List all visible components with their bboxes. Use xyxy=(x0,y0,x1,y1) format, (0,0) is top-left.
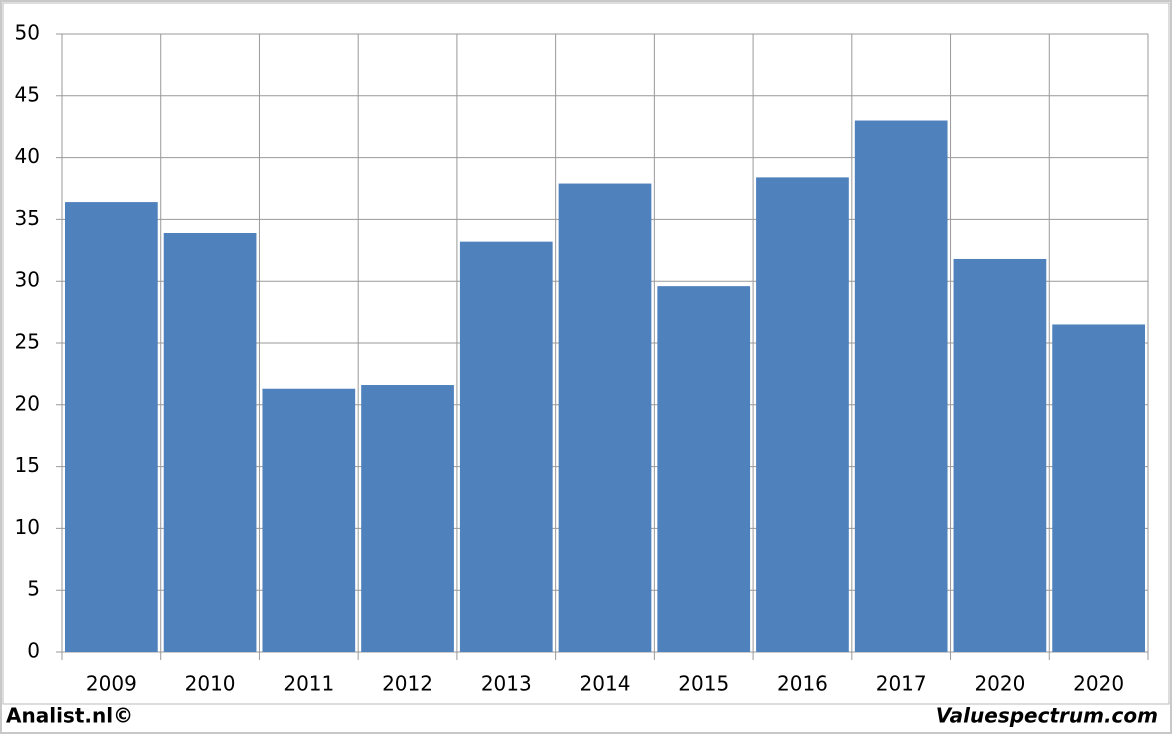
y-tick-label: 10 xyxy=(15,515,40,539)
y-tick-label: 30 xyxy=(15,268,40,292)
bar xyxy=(459,241,553,652)
bar xyxy=(558,183,652,652)
bar xyxy=(756,177,849,652)
x-tick-label: 2015 xyxy=(678,672,729,696)
x-tick-label: 2014 xyxy=(580,672,631,696)
y-tick-label: 0 xyxy=(27,639,40,663)
bar xyxy=(1052,324,1145,652)
y-tick-label: 25 xyxy=(15,330,40,354)
y-tick-label: 45 xyxy=(15,82,40,106)
bar xyxy=(854,120,948,652)
x-tick-label: 2013 xyxy=(481,672,532,696)
y-tick-label: 20 xyxy=(15,391,40,415)
x-tick-label: 2011 xyxy=(283,672,334,696)
x-tick-label: 2016 xyxy=(777,672,828,696)
x-tick-label: 2020 xyxy=(1073,672,1124,696)
y-tick-label: 35 xyxy=(15,206,40,230)
bar xyxy=(262,388,356,652)
x-tick-label: 2012 xyxy=(382,672,433,696)
y-tick-label: 15 xyxy=(15,453,40,477)
bar xyxy=(361,385,454,652)
bar xyxy=(953,258,1047,652)
x-tick-label: 2009 xyxy=(86,672,137,696)
y-tick-label: 50 xyxy=(15,21,40,45)
bar xyxy=(163,232,257,652)
footer-right: Valuespectrum.com xyxy=(936,704,1158,728)
bar xyxy=(65,202,158,652)
footer-left: Analist.nl© xyxy=(6,704,133,728)
y-tick-label: 40 xyxy=(15,144,40,168)
y-tick-label: 5 xyxy=(27,577,40,601)
bar xyxy=(657,286,751,652)
x-tick-label: 2017 xyxy=(876,672,927,696)
x-tick-label: 2020 xyxy=(974,672,1025,696)
x-tick-label: 2010 xyxy=(185,672,236,696)
